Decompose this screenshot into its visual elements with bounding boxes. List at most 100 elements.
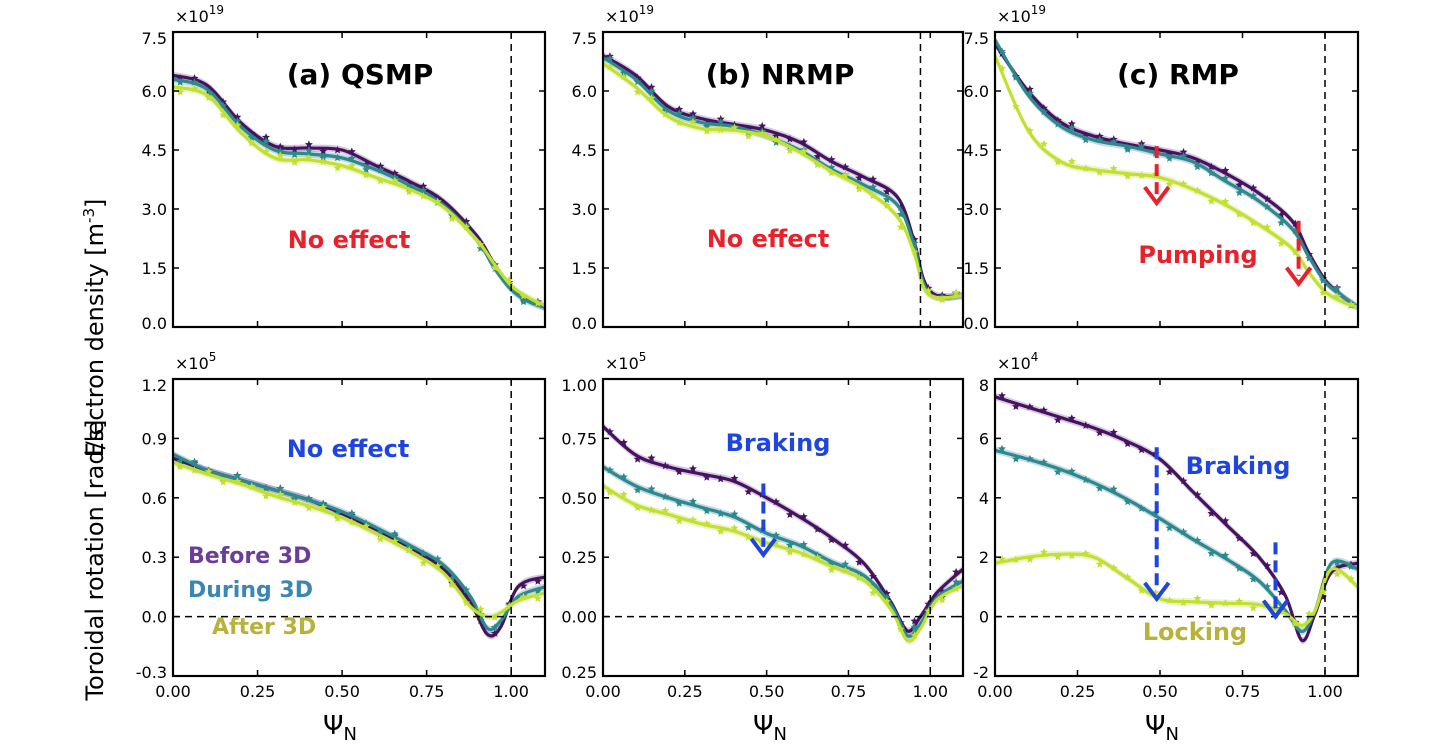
axes-frame	[993, 377, 1360, 678]
data-point-after	[1165, 180, 1174, 188]
data-point-after	[347, 518, 356, 526]
ytick-label: 0.25	[561, 548, 597, 567]
data-point-during	[661, 492, 670, 501]
data-point-during	[362, 165, 371, 174]
data-point-after	[219, 478, 228, 486]
effect-arrow-head	[1285, 266, 1313, 288]
data-point-before	[1067, 414, 1076, 422]
data-point-before	[1207, 162, 1216, 171]
ytick-label: 0.50	[561, 489, 597, 508]
data-point-after	[619, 72, 628, 81]
data-point-before	[869, 175, 877, 183]
data-point-during	[675, 109, 684, 117]
data-point-during	[1333, 284, 1342, 292]
data-point-after	[744, 533, 753, 541]
data-point-before	[1025, 85, 1034, 93]
svg-text:ΨN: ΨN	[1145, 711, 1179, 745]
data-point-before	[869, 572, 877, 580]
data-point-during	[276, 146, 285, 155]
data-point-during	[1235, 188, 1244, 197]
data-point-after	[1319, 587, 1328, 596]
data-point-after	[1179, 598, 1188, 607]
data-point-during	[675, 499, 684, 507]
ytick-label: 0.9	[142, 429, 167, 448]
data-point-after	[448, 580, 456, 589]
data-point-before	[190, 74, 199, 82]
panel-rotation-a: -0.3 0.0 0.3 0.6 0.9 1.2 0.00 0.25 0.50 0.75 1.00 ×…	[136, 350, 547, 701]
axes-frame	[601, 30, 965, 329]
data-point-before	[758, 121, 767, 130]
ytick-label: 4.5	[964, 141, 989, 160]
data-point-after	[1179, 179, 1188, 188]
axes-frame	[601, 377, 965, 678]
series-line-before	[603, 425, 963, 633]
xtick-label: 0.75	[409, 682, 445, 701]
data-point-before	[689, 464, 697, 473]
data-point-during	[190, 457, 199, 466]
data-point-after	[952, 584, 961, 593]
xtick-label: 1.00	[1307, 682, 1343, 701]
data-point-after	[661, 506, 670, 514]
series-line-after	[173, 460, 545, 619]
data-point-after	[519, 592, 528, 601]
data-point-during	[1025, 89, 1034, 97]
data-point-during	[716, 117, 725, 126]
data-point-before	[605, 427, 614, 436]
data-point-before	[1165, 467, 1174, 476]
annotation-no-effect: No effect	[707, 225, 830, 253]
legend-during: During 3D	[188, 578, 313, 603]
data-point-during	[799, 540, 808, 548]
data-point-during	[841, 560, 850, 568]
annotation-pumping: Pumping	[1138, 241, 1257, 269]
data-point-before	[262, 133, 270, 141]
data-point-before	[952, 567, 961, 576]
data-point-before	[1039, 406, 1048, 414]
data-point-after	[333, 514, 342, 523]
data-point-after	[1221, 598, 1230, 607]
data-point-before	[827, 155, 836, 164]
series-line-after	[995, 54, 1358, 309]
data-point-after	[1207, 197, 1216, 205]
plot-area	[995, 391, 1358, 645]
effect-arrow-head	[1143, 581, 1171, 603]
xtick-label: 0.50	[324, 682, 360, 701]
data-point-before	[910, 616, 919, 625]
data-point-after	[490, 263, 499, 272]
xlabel-a: ΨN	[323, 711, 357, 745]
data-point-during	[190, 78, 199, 86]
data-point-after	[910, 247, 919, 256]
data-point-after	[1137, 586, 1146, 594]
data-point-before	[276, 142, 285, 151]
panel-title: (b) NRMP	[706, 58, 855, 91]
xtick-label: 1.00	[912, 682, 948, 701]
data-point-before	[910, 235, 919, 243]
data-point-before	[772, 497, 781, 506]
axis-multiplier: ×104	[997, 350, 1038, 373]
data-point-during	[1235, 564, 1244, 572]
data-point-during	[1095, 484, 1104, 492]
data-point-before	[1109, 428, 1118, 436]
ytick-label: 1.5	[142, 259, 167, 278]
data-point-after	[1123, 172, 1132, 180]
data-point-during	[1193, 162, 1202, 171]
panel-rotation-c: -2 0 2 4 6 8 0.00 0.25 0.50 0.75 1.00 ×104 Braking Lo…	[973, 350, 1360, 701]
annotation-no-effect: No effect	[287, 435, 410, 463]
ytick-label: 6	[979, 429, 989, 448]
ytick-label: 8	[979, 376, 989, 395]
data-point-during	[869, 182, 877, 191]
data-point-during	[176, 78, 185, 86]
data-point-during	[233, 471, 242, 479]
xlabel-c: ΨN	[1145, 711, 1179, 745]
data-point-after	[533, 594, 542, 602]
data-point-during	[605, 54, 614, 62]
data-point-during	[1179, 527, 1188, 536]
data-point-before	[647, 83, 656, 91]
data-point-after	[1109, 164, 1118, 172]
data-point-before	[689, 109, 697, 118]
data-point-during	[1109, 484, 1118, 493]
ytick-label: 6.0	[964, 82, 989, 101]
data-point-after	[1291, 248, 1300, 256]
ytick-label: 0.6	[142, 489, 167, 508]
data-point-after	[319, 503, 328, 511]
